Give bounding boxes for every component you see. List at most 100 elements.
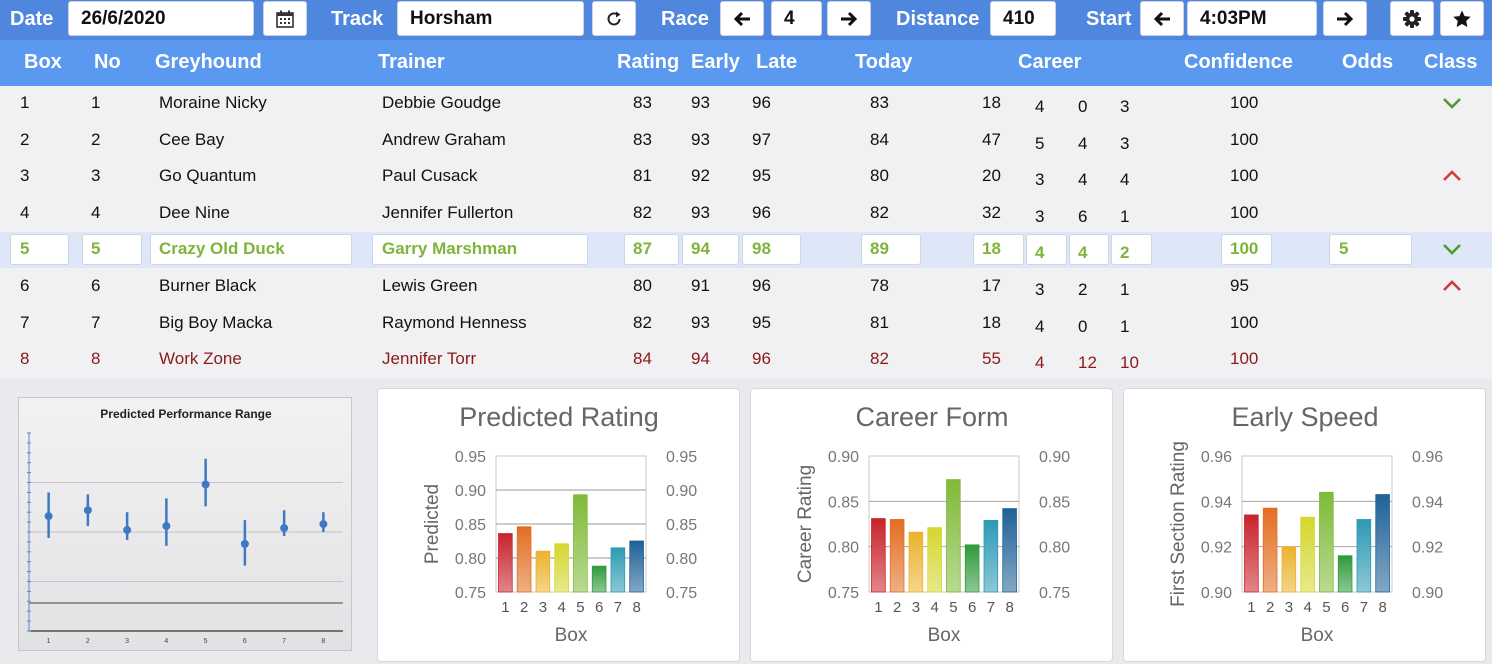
settings-button[interactable] — [1390, 1, 1434, 36]
bar — [946, 479, 961, 593]
y-tick-label-left: 0.90 — [828, 449, 859, 466]
y-tick-label-right: 0.94 — [1412, 494, 1443, 511]
cell-early: 93 — [691, 312, 710, 332]
cell-box-early[interactable] — [682, 234, 739, 266]
bar — [610, 547, 626, 593]
header-greyhound[interactable]: Greyhound — [155, 51, 262, 73]
cell-today: 84 — [870, 129, 889, 149]
arrow-right-icon — [841, 11, 858, 26]
cell-box-greyhound[interactable] — [150, 234, 352, 266]
bar — [535, 550, 551, 593]
y-tick-label-right: 0.95 — [666, 449, 697, 466]
cell-late: 97 — [752, 129, 771, 149]
cell-c2: 4 — [1035, 97, 1045, 116]
table-row[interactable]: 1 1 Moraine Nicky Debbie Goudge 83 93 96 83 18 4 0… — [0, 86, 1492, 122]
x-tick-label: 2 — [893, 599, 901, 616]
cell-c1: 17 — [982, 276, 1001, 295]
bar — [554, 543, 569, 593]
cell-confidence: 100 — [1230, 93, 1259, 112]
table-row[interactable]: 6 6 Burner Black Lewis Green 80 91 96 78 17 3 2 1 95 — [0, 269, 1492, 305]
cell-c4: 1 — [1120, 280, 1130, 299]
cell-rating: 82 — [633, 312, 652, 332]
chart-title: Career Form — [855, 402, 1008, 432]
cell-c3: 0 — [1078, 97, 1088, 116]
plot-frame — [868, 455, 1020, 593]
table-row[interactable]: 5 5 Crazy Old Duck Garry Marshman 87 94 98 89 18… — [0, 232, 1492, 269]
table-row[interactable]: 2 2 Cee Bay Andrew Graham 83 93 97 84 47 5 4 3 100 — [0, 123, 1492, 159]
cell-box-trainer[interactable] — [372, 234, 588, 266]
cell-box-c2[interactable] — [1026, 234, 1067, 266]
header-late[interactable]: Late — [756, 51, 798, 73]
refresh-button[interactable] — [592, 1, 636, 36]
start-time-field[interactable]: 4:03PM — [1187, 1, 1317, 36]
chevron-down-icon — [1443, 98, 1461, 109]
plot-frame — [1241, 455, 1393, 593]
start-next-button[interactable] — [1323, 1, 1367, 36]
date-field[interactable]: 26/6/2020 — [68, 1, 254, 36]
y-tick-label-left: 0.94 — [1201, 494, 1232, 511]
header-early[interactable]: Early — [691, 51, 740, 73]
header-no[interactable]: No — [94, 51, 121, 73]
table-row[interactable]: 8 8 Work Zone Jennifer Torr 84 94 96 82 55 4 12 10 1… — [0, 342, 1492, 378]
header-career[interactable]: Career — [1018, 51, 1082, 73]
x-tick-label: 4 — [164, 638, 168, 645]
race-prev-button[interactable] — [720, 1, 764, 36]
race-next-button[interactable] — [827, 1, 871, 36]
cell-box: 4 — [20, 202, 30, 222]
distance-field[interactable]: 410 — [990, 1, 1056, 36]
y-tick-label-left: 0.80 — [455, 551, 486, 568]
cell-box-confidence[interactable] — [1221, 234, 1272, 266]
header-rating[interactable]: Rating — [617, 51, 680, 73]
cell-box-c4[interactable] — [1111, 234, 1152, 266]
cell-rating: 81 — [633, 166, 652, 186]
header-odds[interactable]: Odds — [1342, 51, 1394, 73]
cell-confidence: 95 — [1230, 276, 1249, 295]
x-tick-label: 6 — [968, 599, 976, 616]
x-tick-label: 7 — [614, 599, 622, 616]
range-point — [201, 480, 210, 489]
bar — [927, 527, 942, 593]
bar — [1300, 516, 1315, 593]
cell-c2: 3 — [1035, 280, 1045, 299]
cell-no: 5 — [91, 239, 101, 259]
runners-table: 1 1 Moraine Nicky Debbie Goudge 83 93 96 83 18 4 0… — [0, 86, 1492, 378]
cell-late: 96 — [752, 93, 771, 112]
cell-box: 3 — [20, 166, 30, 186]
distance-label: Distance — [896, 8, 980, 30]
favorite-button[interactable] — [1440, 1, 1484, 36]
header-box[interactable]: Box — [24, 51, 62, 73]
track-field[interactable]: Horsham — [397, 1, 584, 36]
chevron-up-icon — [1443, 280, 1461, 291]
cell-early: 93 — [691, 129, 710, 149]
cell-no: 6 — [91, 276, 101, 295]
table-row[interactable]: 3 3 Go Quantum Paul Cusack 81 92 95 80 20 3 4 4 100 — [0, 159, 1492, 195]
header-trainer[interactable]: Trainer — [378, 51, 445, 73]
cell-box-c1[interactable] — [973, 234, 1024, 266]
y-tick-label-right: 0.85 — [666, 517, 697, 534]
header-class[interactable]: Class — [1424, 51, 1478, 73]
cell-box-box[interactable] — [10, 234, 69, 266]
cell-box-rating[interactable] — [624, 234, 679, 266]
bar — [1319, 491, 1334, 593]
cell-today: 83 — [870, 93, 889, 112]
cell-box-no[interactable] — [82, 234, 142, 266]
bar — [1337, 555, 1353, 593]
cell-late: 96 — [752, 202, 771, 222]
race-field[interactable]: 4 — [771, 1, 822, 36]
table-row[interactable]: 7 7 Big Boy Macka Raymond Henness 82 93 95 81 18… — [0, 306, 1492, 342]
cell-box-today[interactable] — [861, 234, 921, 266]
header-today[interactable]: Today — [855, 51, 913, 73]
start-prev-button[interactable] — [1140, 1, 1184, 36]
cell-box-c3[interactable] — [1069, 234, 1109, 266]
x-tick-label: 1 — [1247, 599, 1255, 616]
cell-greyhound: Go Quantum — [159, 166, 257, 186]
table-row[interactable]: 4 4 Dee Nine Jennifer Fullerton 82 93 96 82 32 3 6… — [0, 196, 1492, 232]
cell-box-odds[interactable] — [1329, 234, 1412, 266]
cell-box-late[interactable] — [742, 234, 801, 266]
header-confidence[interactable]: Confidence — [1184, 51, 1293, 73]
y-tick-label-right: 0.96 — [1412, 449, 1443, 466]
cell-c4: 4 — [1120, 170, 1130, 190]
x-tick-label: 7 — [282, 638, 286, 645]
calendar-button[interactable] — [263, 1, 307, 36]
cell-no: 4 — [91, 202, 101, 222]
